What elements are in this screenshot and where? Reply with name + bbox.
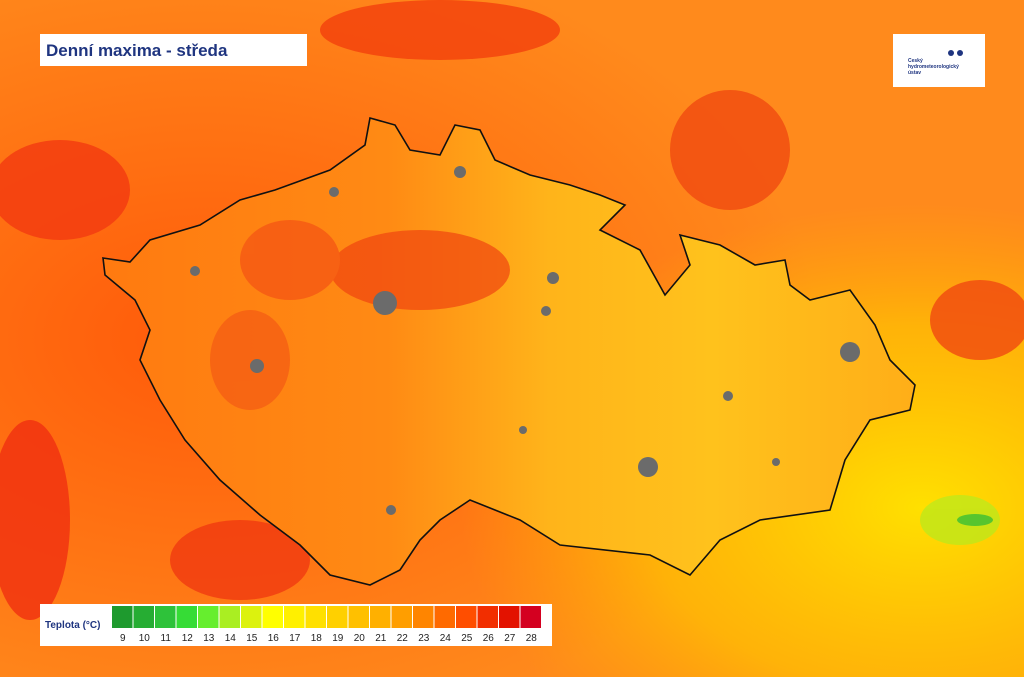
legend-swatch: [348, 606, 369, 628]
legend: Teplota (°C) 9 10 11 12 13 14 15 16 17 18 19 20 21 22…: [40, 604, 552, 646]
logo-mark: [957, 50, 963, 56]
city: [638, 457, 658, 477]
logo-text: Český hydrometeorologický ústav: [908, 58, 959, 76]
legend-label: 12: [182, 633, 194, 644]
heat-patches: [0, 0, 1024, 620]
legend-swatch: [262, 606, 283, 628]
cities: [190, 166, 860, 515]
legend-title: Teplota (°C): [45, 620, 100, 631]
legend-swatch: [112, 606, 133, 628]
legend-swatch: [176, 606, 197, 628]
legend-label: 15: [246, 633, 258, 644]
legend-swatch: [499, 606, 520, 628]
legend-label: 18: [311, 633, 323, 644]
legend-swatch: [198, 606, 219, 628]
legend-label: 13: [203, 633, 215, 644]
legend-swatch: [241, 606, 262, 628]
hot-region: [210, 220, 510, 410]
city: [190, 266, 200, 276]
city: [547, 272, 559, 284]
logo-box: [893, 34, 985, 87]
city: [386, 505, 396, 515]
legend-swatch: [284, 606, 305, 628]
legend-label: 11: [161, 633, 172, 644]
legend-label: 22: [397, 633, 409, 644]
city: [373, 291, 397, 315]
city: [840, 342, 860, 362]
legend-label: 14: [225, 633, 237, 644]
map-title: Denní maxima - středa: [46, 41, 228, 60]
legend-swatch: [133, 606, 154, 628]
city: [723, 391, 733, 401]
city: [772, 458, 780, 466]
legend-swatch: [456, 606, 477, 628]
legend-label: 16: [268, 633, 280, 644]
legend-label: 17: [289, 633, 301, 644]
legend-swatch: [370, 606, 391, 628]
legend-label: 9: [120, 633, 126, 644]
legend-label: 24: [440, 633, 452, 644]
legend-swatch: [477, 606, 498, 628]
legend-swatch: [391, 606, 412, 628]
legend-label: 28: [526, 633, 538, 644]
legend-label: 10: [139, 633, 151, 644]
title-box: [40, 34, 307, 66]
legend-label: 23: [418, 633, 430, 644]
legend-swatch: [327, 606, 348, 628]
legend-swatch: [434, 606, 455, 628]
legend-label: 26: [483, 633, 495, 644]
legend-label: 25: [461, 633, 473, 644]
legend-swatch: [219, 606, 240, 628]
city: [541, 306, 551, 316]
city: [454, 166, 466, 178]
legend-swatch: [413, 606, 434, 628]
city: [250, 359, 264, 373]
legend-swatch: [305, 606, 326, 628]
city: [519, 426, 527, 434]
legend-label: 21: [375, 633, 387, 644]
legend-label: 27: [504, 633, 516, 644]
city: [329, 187, 339, 197]
logo-text-box: Český hydrometeorologický ústav: [908, 58, 959, 76]
logo-mark: [948, 50, 954, 56]
legend-swatch: [155, 606, 176, 628]
legend-label: 19: [332, 633, 344, 644]
legend-swatch: [520, 606, 541, 628]
legend-label: 20: [354, 633, 366, 644]
